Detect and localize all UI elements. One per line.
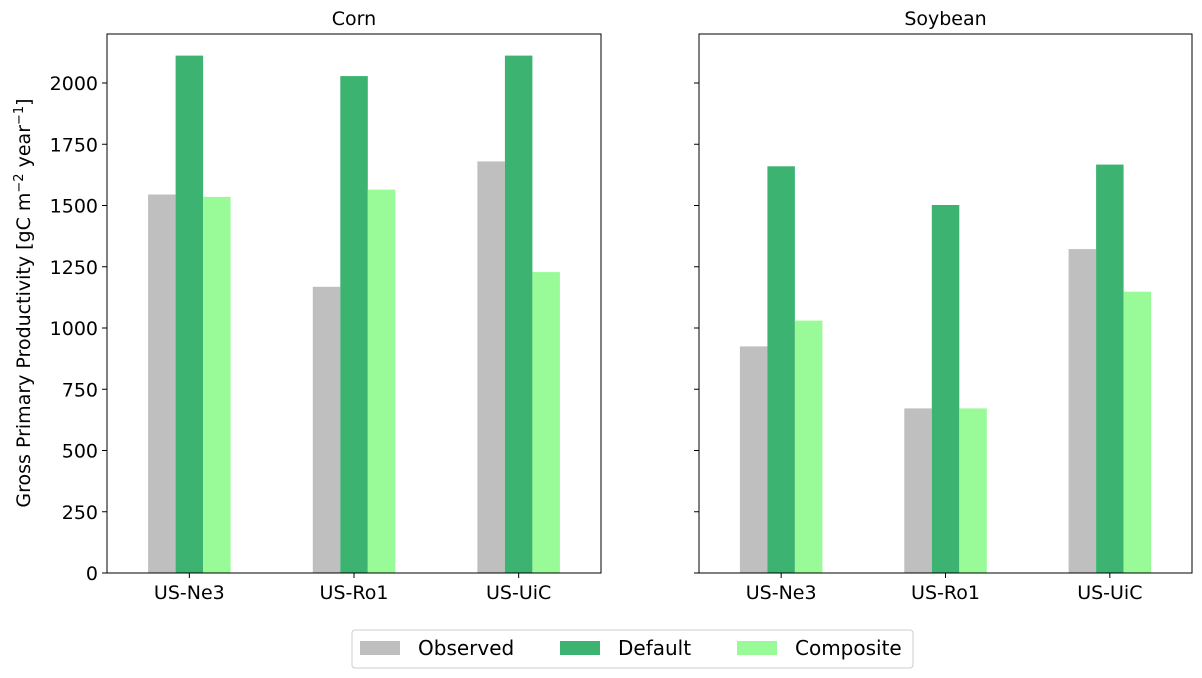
bar-default-us-uic [1096, 164, 1124, 573]
legend: Observed Default Composite [351, 629, 914, 669]
x-tick-label: US-Ne3 [154, 582, 225, 604]
bar-composite-us-ro1 [959, 408, 987, 573]
plot-frame [698, 33, 1193, 574]
y-tick-label: 250 [62, 502, 98, 524]
y-axis-label: Gross Primary Productivity [gC m−2 year−… [12, 98, 35, 507]
bar-default-us-uic [504, 55, 533, 574]
bar-composite-us-ne3 [203, 196, 231, 573]
legend-swatch-observed [360, 641, 400, 655]
x-tick-label: US-Ro1 [320, 582, 389, 604]
panel-soybean: US-Ne3 US-Ro1 US-UiC Soybean [694, 8, 1193, 604]
bar-observed-us-ne3 [739, 346, 768, 573]
y-tick-label: 2000 [50, 73, 98, 95]
legend-label-default: Default [618, 636, 691, 660]
bar-default-us-ro1 [931, 205, 960, 573]
bar-default-us-ne3 [175, 55, 204, 574]
x-tick-label: US-UiC [1077, 582, 1142, 604]
bar-observed-us-ne3 [148, 194, 176, 573]
legend-label-observed: Observed [418, 636, 514, 660]
x-tick-label: US-Ro1 [911, 582, 980, 604]
plot-frame [106, 33, 602, 574]
bar-observed-us-uic [1068, 249, 1097, 573]
legend-swatch-composite [737, 641, 777, 655]
legend-label-composite: Composite [795, 636, 902, 660]
x-tick-label: US-UiC [486, 582, 551, 604]
y-tick-label: 0 [86, 563, 98, 585]
bar-composite-us-uic [1123, 291, 1152, 573]
panel-title: Corn [332, 8, 376, 30]
y-tick-label: 1750 [50, 134, 98, 156]
x-tick-label: US-Ne3 [746, 582, 817, 604]
bar-default-us-ne3 [767, 166, 795, 574]
y-tick-label: 1500 [50, 196, 98, 218]
legend-swatch-default [560, 641, 600, 655]
y-tick-label: 750 [62, 379, 98, 401]
y-tick-label: 500 [62, 441, 98, 463]
bar-observed-us-uic [477, 161, 505, 573]
legend-frame [351, 629, 914, 669]
y-tick-label: 1250 [50, 257, 98, 279]
bar-composite-us-ro1 [367, 189, 396, 573]
bar-observed-us-ro1 [904, 408, 932, 573]
bar-observed-us-ro1 [312, 286, 341, 573]
bar-composite-us-ne3 [794, 320, 823, 573]
y-tick-label: 1000 [50, 318, 98, 340]
panel-corn: US-Ne3 US-Ro1 US-UiC 0 250 500 750 1000 1250 1500… [50, 8, 602, 604]
panel-title: Soybean [904, 8, 986, 30]
bar-composite-us-uic [532, 272, 560, 573]
panels: US-Ne3 US-Ro1 US-UiC 0 250 500 750 1000 1250 1500… [50, 8, 1193, 604]
bar-default-us-ro1 [340, 76, 368, 573]
